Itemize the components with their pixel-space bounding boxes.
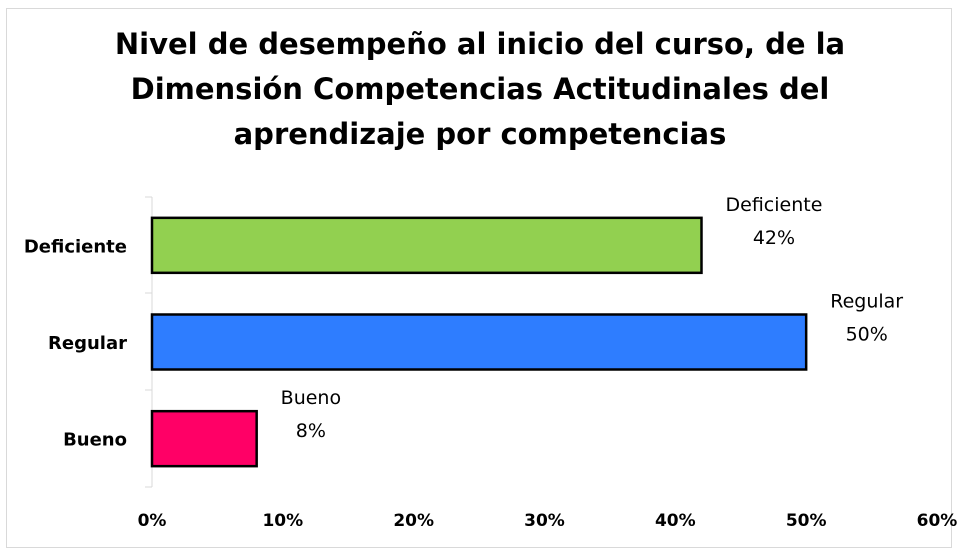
bar [150, 409, 258, 468]
chart-title: Nivel de desempeño al inicio del curso, … [114, 27, 846, 151]
x-tick-label: 10% [262, 511, 303, 531]
data-label-category: Bueno [281, 387, 341, 409]
data-label-category: Regular [830, 291, 903, 313]
y-tick-label: Deficiente [24, 236, 127, 257]
data-label: 8% [296, 420, 326, 442]
bar [150, 216, 703, 275]
x-tick-label: 50% [786, 511, 827, 531]
y-tick-label: Regular [48, 333, 127, 354]
data-label-category: Deficiente [726, 194, 823, 216]
chart-frame [6, 8, 952, 548]
x-tick-label: 60% [917, 511, 958, 531]
data-label: 42% [753, 227, 795, 249]
bar [150, 313, 808, 371]
y-tick-label: Bueno [63, 430, 127, 451]
x-tick-label: 0% [138, 511, 167, 531]
x-tick-label: 40% [655, 511, 696, 531]
x-tick-label: 30% [524, 511, 565, 531]
x-tick-label: 20% [393, 511, 434, 531]
data-label: 50% [846, 324, 888, 346]
